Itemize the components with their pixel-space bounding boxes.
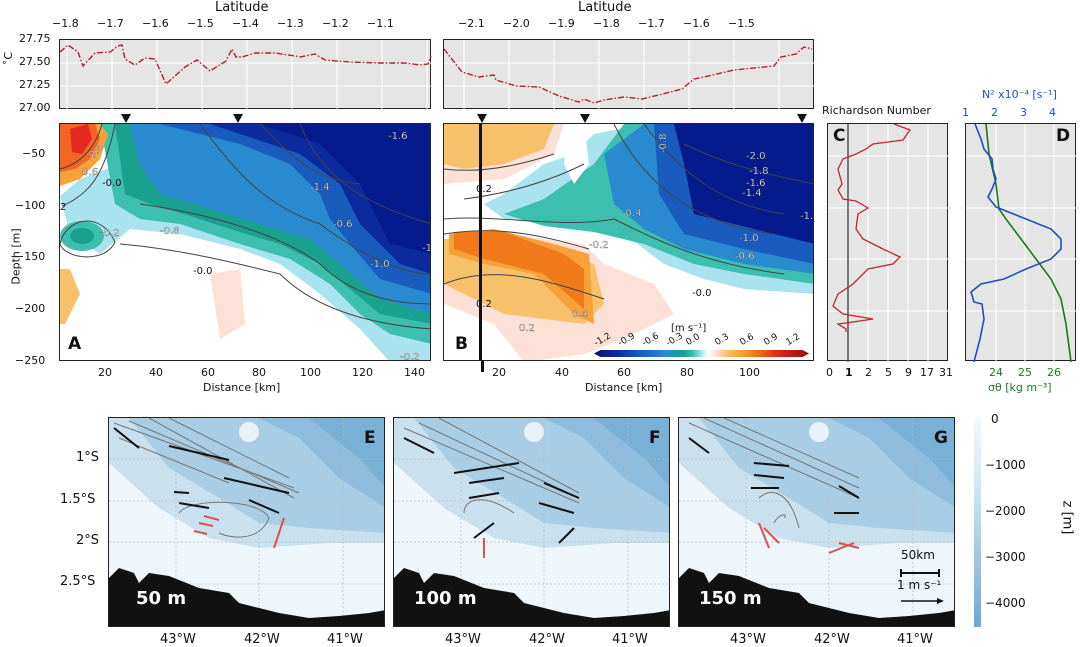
svg-text:-1.0: -1.0 [739,233,759,244]
svg-text:-0.8: -0.8 [160,226,180,237]
colorbar [594,350,809,357]
z-axis-label: z [m] [1059,500,1075,535]
depth-label-e: 50 m [136,588,187,609]
section-crossing-line-tail [481,361,484,372]
scale-bar-label: 50km [901,548,935,562]
svg-text:-1.6: -1.6 [388,131,408,142]
panel-b-velocity-section: 0.2 -0.8 -2.0 -1.8-1.6-1.4 -0.4 -1.2 -1.0 -… [443,123,814,361]
map-panel-g: G 150 m 50km 1 m s⁻¹ [678,417,955,627]
svg-text:-0.2: -0.2 [589,240,609,251]
svg-text:-1.4: -1.4 [310,182,330,193]
svg-text:-0.8: -0.8 [658,133,669,153]
svg-text:0.2: 0.2 [519,323,535,334]
svg-text:-0.2: -0.2 [400,352,420,361]
vector-scale-label: 1 m s⁻¹ [897,578,942,592]
svg-text:2: 2 [60,202,66,213]
section-crossing-line [479,124,482,360]
richardson-title: Richardson Number [822,104,931,117]
svg-text:0.2: 0.2 [476,299,492,310]
station-marker-icon [121,114,131,123]
svg-text:0.4: 0.4 [572,309,588,320]
svg-text:-1.0: -1.0 [370,259,390,270]
station-marker-icon [797,114,807,123]
map-panel-e: E 50 m [108,417,385,627]
panel-label-b: B [455,334,468,354]
bathymetry-map-f [394,418,669,626]
panel-label-d: D [1056,126,1071,146]
svg-text:-1.2: -1.2 [800,211,814,222]
panel-d-stratification: D [965,123,1077,362]
svg-text:-0.6: -0.6 [735,251,755,262]
n2-sigma-profiles [966,124,1077,362]
svg-text:-1.4: -1.4 [742,188,762,199]
map-panel-f: F 100 m [393,417,670,627]
sst-panel-b [443,39,815,110]
distance-axis-label-b: Distance [km] [585,381,663,394]
sst-line-a [60,40,432,110]
svg-text:-0.0: -0.0 [692,288,712,299]
sst-line-b [444,40,815,110]
sigma-axis-label: σθ [kg m⁻³] [988,381,1052,394]
panel-c-richardson: C [827,123,949,362]
colorbar-unit-label: [m s⁻¹] [671,323,707,334]
panel-label-e: E [364,428,376,448]
station-marker-icon [477,114,487,123]
latitude-label-a: Latitude [215,0,269,15]
panel-label-g: G [934,428,948,448]
bathymetry-map-e [109,418,384,626]
station-marker-icon [580,114,590,123]
distance-axis-label-a: Distance [km] [203,381,281,394]
depth-label-g: 150 m [699,588,762,609]
svg-text:-1.6: -1.6 [746,178,766,189]
degc-label: ˚C [2,51,16,66]
panel-label-a: A [68,334,82,354]
svg-text:-1: -1 [422,243,431,254]
svg-text:-0.2: -0.2 [100,228,120,239]
svg-text:0.2: 0.2 [476,184,492,195]
n2-axis-label: N² x10⁻⁴ [s⁻¹] [982,88,1057,101]
velocity-field-b: 0.2 -0.8 -2.0 -1.8-1.6-1.4 -0.4 -1.2 -1.0 -… [444,124,814,360]
svg-text:0.6: 0.6 [82,167,98,178]
sst-panel-a [59,39,432,110]
velocity-field-a: 0.60.4 -0.02 -0.2 -0.8 -1.4-1.6 -0.6-1.0-… [60,124,431,361]
bathymetry-map-g [679,418,954,626]
svg-text:-0.0: -0.0 [102,178,122,189]
svg-text:-0.6: -0.6 [333,219,353,230]
svg-text:-0.0: -0.0 [193,266,213,277]
panel-label-c: C [833,126,846,146]
station-marker-icon [233,114,243,123]
bathymetry-colorbar [974,417,981,627]
richardson-profile [828,124,949,362]
depth-label-f: 100 m [414,588,477,609]
panel-a-velocity-section: 0.6 0.4 -0.0 2 -0.2 -0.8 -1.4 -1.6 -0.6 -1.0-… [59,123,431,361]
panel-label-f: F [649,428,661,448]
svg-text:-0.4: -0.4 [622,208,642,219]
svg-text:-2.0: -2.0 [746,151,766,162]
svg-text:-1.8: -1.8 [749,166,769,177]
latitude-label-b: Latitude [578,0,632,15]
